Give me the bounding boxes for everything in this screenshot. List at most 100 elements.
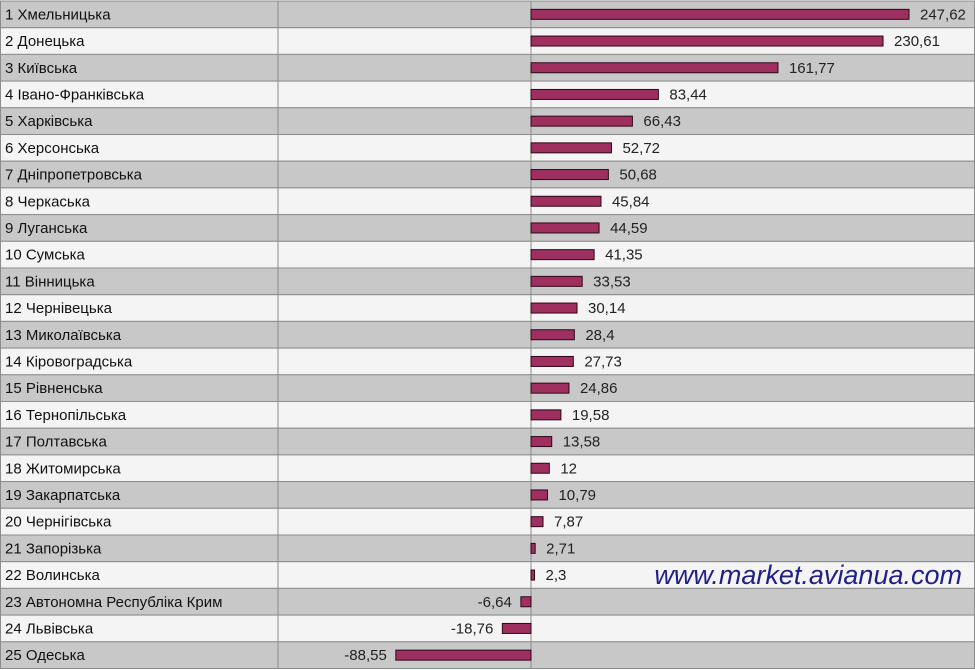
bar bbox=[530, 88, 659, 100]
category-label: 9 Луганська bbox=[5, 220, 88, 237]
category-label: 1 Хмельницька bbox=[5, 6, 111, 23]
table-row bbox=[0, 187, 975, 216]
data-label: 27,73 bbox=[584, 353, 622, 370]
bar bbox=[501, 622, 532, 634]
bar bbox=[530, 62, 779, 74]
category-label: 18 Житомирська bbox=[5, 460, 121, 477]
category-label: 13 Миколаївська bbox=[5, 327, 122, 344]
category-label: 5 Харківська bbox=[5, 113, 93, 130]
data-label: 13,58 bbox=[563, 434, 601, 451]
bar bbox=[530, 489, 548, 501]
data-label: 161,77 bbox=[789, 60, 835, 77]
data-label: 247,62 bbox=[920, 6, 966, 23]
category-label: 16 Тернопільська bbox=[5, 407, 127, 424]
category-label: 25 Одеська bbox=[5, 647, 85, 664]
category-label: 3 Київська bbox=[5, 60, 78, 77]
table-row bbox=[0, 134, 975, 162]
bar bbox=[530, 115, 633, 127]
bar bbox=[530, 382, 570, 394]
data-label: 66,43 bbox=[643, 113, 681, 130]
bar bbox=[530, 569, 536, 581]
data-label: 41,35 bbox=[605, 247, 643, 264]
data-label: 12 bbox=[560, 460, 577, 477]
category-label: 8 Черкаська bbox=[5, 193, 91, 210]
bar bbox=[520, 596, 532, 608]
data-label: 44,59 bbox=[610, 220, 648, 237]
data-label: 33,53 bbox=[593, 273, 631, 290]
bar bbox=[530, 409, 562, 421]
data-label: -6,64 bbox=[478, 594, 512, 611]
bar bbox=[530, 8, 910, 20]
table-row bbox=[0, 374, 975, 402]
data-label: 30,14 bbox=[588, 300, 626, 317]
bar bbox=[530, 195, 602, 207]
table-row bbox=[0, 481, 975, 509]
category-label: 10 Сумська bbox=[5, 247, 86, 264]
data-label: 50,68 bbox=[619, 167, 657, 184]
data-label: -88,55 bbox=[344, 647, 387, 664]
category-label: 24 Львівська bbox=[5, 620, 94, 637]
table-row bbox=[0, 80, 975, 109]
category-label: 7 Дніпропетровська bbox=[5, 167, 143, 184]
table-row bbox=[0, 454, 975, 483]
table-row bbox=[0, 267, 975, 296]
data-label: -18,76 bbox=[451, 620, 494, 637]
bar bbox=[530, 169, 609, 181]
data-labels: 247,62 230,61 161,77 83,44 66,43 52,72 50,68 45… bbox=[344, 6, 966, 664]
category-label: 22 Волинська bbox=[5, 567, 100, 584]
bar bbox=[530, 249, 595, 261]
table-row bbox=[0, 534, 975, 563]
data-label: 230,61 bbox=[894, 33, 940, 50]
table-row bbox=[0, 427, 975, 456]
table-row bbox=[0, 401, 975, 429]
category-label: 17 Полтавська bbox=[5, 434, 107, 451]
table-row bbox=[0, 507, 975, 536]
data-label: 7,87 bbox=[554, 514, 583, 531]
bar bbox=[530, 275, 583, 287]
bars bbox=[395, 8, 910, 661]
data-label: 28,4 bbox=[585, 327, 614, 344]
bar bbox=[530, 142, 612, 154]
table-row bbox=[0, 53, 975, 82]
category-label: 11 Вінницька bbox=[5, 273, 95, 290]
category-label: 2 Донецька bbox=[5, 33, 85, 50]
category-label: 21 Запорізька bbox=[5, 540, 102, 557]
bar bbox=[530, 329, 575, 341]
data-label: 52,72 bbox=[622, 140, 660, 157]
category-label: 14 Кіровоградська bbox=[5, 353, 133, 370]
bar bbox=[530, 542, 536, 554]
category-label: 15 Рівненська bbox=[5, 380, 103, 397]
table-row bbox=[0, 107, 975, 136]
table-row bbox=[0, 214, 975, 242]
table-row bbox=[0, 587, 975, 616]
watermark-text: www.market.avianua.com bbox=[654, 560, 962, 590]
bar bbox=[530, 355, 574, 367]
table-row bbox=[0, 320, 975, 349]
bar bbox=[395, 649, 532, 661]
bar bbox=[530, 516, 544, 528]
category-labels: 1 Хмельницька 2 Донецька 3 Київська 4 Івано… bbox=[5, 6, 222, 664]
category-label: 20 Чернігівська bbox=[5, 514, 112, 531]
data-label: 2,71 bbox=[546, 540, 575, 557]
table-row bbox=[0, 294, 975, 322]
data-label: 10,79 bbox=[558, 487, 596, 504]
data-label: 83,44 bbox=[669, 86, 707, 103]
bar bbox=[530, 436, 553, 448]
bar bbox=[530, 462, 550, 474]
data-label: 45,84 bbox=[612, 193, 650, 210]
category-label: 6 Херсонська bbox=[5, 140, 100, 157]
table-row bbox=[0, 561, 975, 589]
bar bbox=[530, 222, 600, 234]
table-row bbox=[0, 160, 975, 189]
category-label: 4 Івано-Франківська bbox=[5, 86, 145, 103]
bar bbox=[530, 302, 578, 314]
bar bbox=[530, 35, 884, 47]
category-label: 12 Чернівецька bbox=[5, 300, 113, 317]
category-label: 23 Автономна Республіка Крим bbox=[5, 594, 222, 611]
table-row bbox=[0, 240, 975, 269]
category-label: 19 Закарпатська bbox=[5, 487, 121, 504]
data-label: 2,3 bbox=[546, 567, 567, 584]
data-label: 24,86 bbox=[580, 380, 618, 397]
